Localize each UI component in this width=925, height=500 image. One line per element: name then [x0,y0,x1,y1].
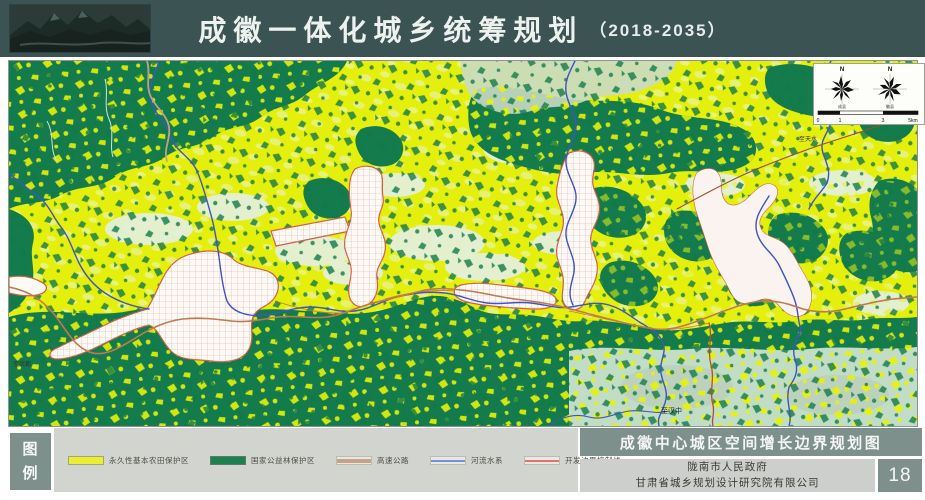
legend-swatch-forest [210,455,246,465]
legend-label-river: 河流水系 [471,455,503,465]
credit-bar: 陇南市人民政府 甘肃省城乡规划设计研究院有限公司 [580,459,875,492]
legend-swatch-boundary [524,455,560,465]
sheet-title-bar: 成徽中心城区空间增长边界规划图 [580,428,922,456]
header-photo [10,5,150,52]
legend-label-expressway: 高速公路 [377,455,409,465]
legend-bar: 永久性基本农田保护区 国家公益林保护区 高速公路 河流水系 开发边界控制线 [54,428,621,492]
map-direction-labels: 至汉中 至天水 至武都 [13,135,817,415]
legend-item-expressway: 高速公路 [336,455,409,466]
page-title: 成徽一体化城乡统筹规划 [198,14,584,46]
credit-government: 陇南市人民政府 [687,461,768,474]
legend-item-river: 河流水系 [430,455,503,466]
main-valley-road [9,286,917,355]
legend-item-forest: 国家公益林保护区 [210,455,315,466]
legend-title-char-1: 图 [22,441,39,459]
legend-item-farmland: 永久性基本农田保护区 [68,455,189,466]
landuse-map: 至汉中 至天水 至武都 [9,61,917,426]
legend-title-box: 图 例 [10,433,51,490]
scale-tick-labels: 0 1 3 5km [817,118,918,124]
urban-growth-corridors [9,150,812,363]
legend-label-forest: 国家公益林保护区 [251,455,315,465]
north-label-left: N [840,67,844,73]
wind-rose-left [825,74,859,104]
legend-swatch-expressway [336,455,372,465]
legend-swatch-river [430,455,466,465]
legend-title-char-2: 例 [22,464,39,482]
map-canvas: 至汉中 至天水 至武都 N N 成县 徽县 [8,60,925,427]
rose-caption-chengxian: 成县 [838,103,846,109]
scale-tick-1: 1 [839,118,842,124]
scale-tick-3: 3 [882,118,885,124]
page-number-box: 18 [878,459,922,492]
legend-swatch-farmland [68,455,104,465]
page-title-years: （2018-2035） [589,21,727,40]
sheet-title: 成徽中心城区空间增长边界规划图 [619,434,883,452]
legend-label-farmland: 永久性基本农田保护区 [109,455,189,465]
label-to-wudu: 至武都 [13,360,31,368]
page-number: 18 [888,464,912,486]
river-network [9,61,833,426]
scale-tick-0: 0 [817,118,820,124]
wind-rose-right [873,74,907,104]
header-bar: 成徽一体化城乡统筹规划 （2018-2035） [0,0,925,57]
label-to-tianshui: 至天水 [799,135,817,143]
north-label-right: N [888,67,892,73]
south-road [708,322,715,426]
expressway-road [146,61,171,162]
credit-institute: 甘肃省城乡规划设计研究院有限公司 [635,476,820,489]
label-to-hanzhong: 至汉中 [661,406,682,415]
scale-bar [817,110,919,115]
scale-tick-5km: 5km [908,118,917,124]
north-arrow-box: N N 成县 徽县 0 1 3 5km [813,63,925,125]
minor-streams [46,78,114,162]
rose-caption-huixian: 徽县 [886,103,894,109]
mountain-photo-graphic [10,5,150,52]
